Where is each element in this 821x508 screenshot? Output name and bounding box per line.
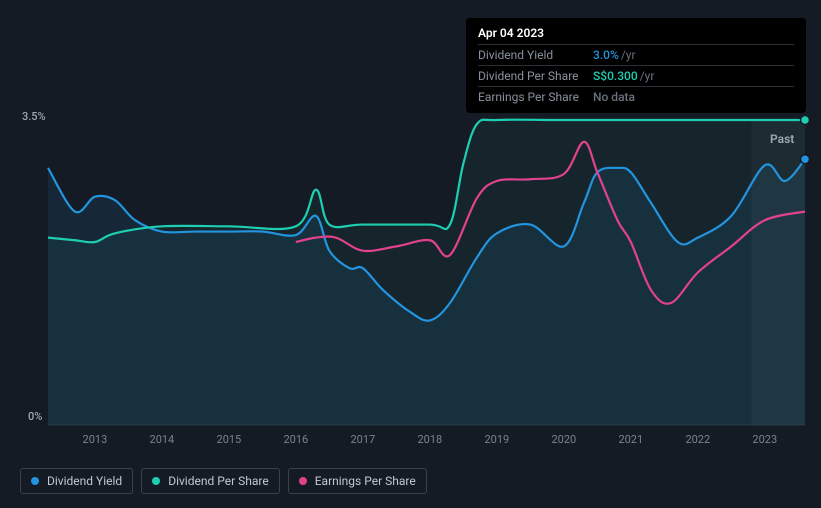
tooltip-row-label: Earnings Per Share [478, 90, 593, 104]
x-tick-label: 2015 [217, 433, 242, 446]
tooltip-row-value: S$0.300 [593, 69, 638, 83]
tooltip-row: Earnings Per ShareNo data [478, 86, 794, 107]
y-axis-min-label: 0% [28, 410, 42, 423]
x-tick-label: 2020 [551, 433, 576, 446]
chart-tooltip: Apr 04 2023 Dividend Yield3.0%/yrDividen… [466, 18, 806, 113]
legend-dot-icon [152, 477, 160, 485]
legend-item-dividend-per-share[interactable]: Dividend Per Share [141, 468, 280, 494]
legend-item-label: Earnings Per Share [315, 474, 416, 488]
past-label: Past [770, 132, 794, 146]
legend-item-dividend-yield[interactable]: Dividend Yield [20, 468, 133, 494]
dividend-chart: 3.5% 0% Past 2013 2014 2015 2016 2017 2018 201… [0, 0, 821, 508]
x-tick-label: 2022 [685, 433, 710, 446]
x-tick-label: 2014 [150, 433, 175, 446]
x-tick-label: 2017 [350, 433, 375, 446]
legend-item-earnings-per-share[interactable]: Earnings Per Share [288, 468, 427, 494]
tooltip-row-label: Dividend Yield [478, 48, 593, 62]
legend-dot-icon [299, 477, 307, 485]
tooltip-row: Dividend Per ShareS$0.300/yr [478, 65, 794, 86]
legend-item-label: Dividend Yield [47, 474, 122, 488]
x-tick-label: 2013 [83, 433, 108, 446]
tooltip-row-label: Dividend Per Share [478, 69, 593, 83]
legend-item-label: Dividend Per Share [168, 474, 269, 488]
chart-legend: Dividend Yield Dividend Per Share Earnings… [20, 468, 427, 494]
x-tick-label: 2023 [752, 433, 777, 446]
y-axis-max-label: 3.5% [22, 110, 46, 123]
tooltip-row-unit: /yr [621, 48, 636, 62]
tooltip-row-value: 3.0% [593, 48, 619, 62]
x-tick-label: 2018 [417, 433, 442, 446]
x-tick-label: 2021 [618, 433, 643, 446]
tooltip-row-unit: /yr [640, 69, 655, 83]
tooltip-row: Dividend Yield3.0%/yr [478, 44, 794, 65]
x-tick-label: 2019 [484, 433, 509, 446]
tooltip-row-value: No data [593, 90, 635, 104]
x-tick-label: 2016 [283, 433, 308, 446]
tooltip-date: Apr 04 2023 [478, 26, 794, 40]
legend-dot-icon [31, 477, 39, 485]
